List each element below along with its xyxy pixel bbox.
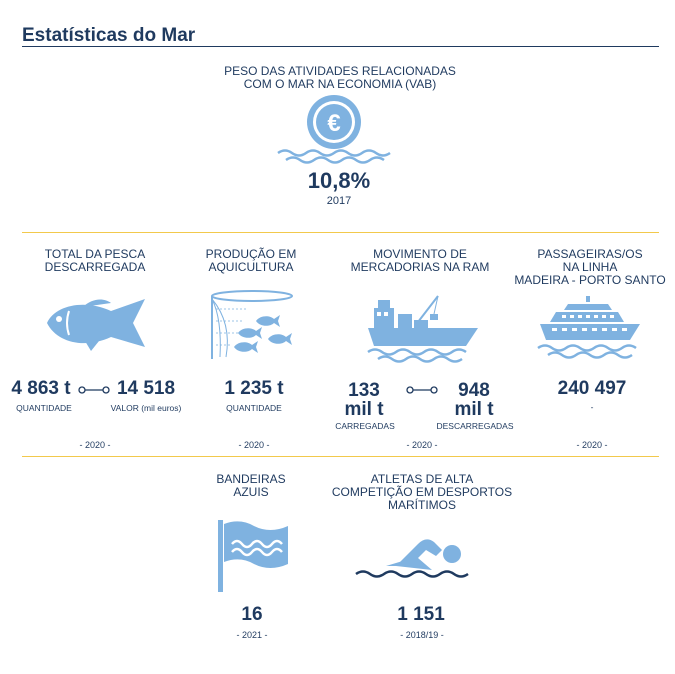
passageiros-value: 240 497: [557, 378, 627, 399]
aquicultura-label: PRODUÇÃO EM AQUICULTURA: [186, 248, 316, 274]
title-divider: [22, 46, 659, 47]
bandeiras-label: BANDEIRAS AZUIS: [196, 473, 306, 499]
atletas-label-line1: ATLETAS DE ALTA: [370, 472, 474, 486]
aquicultura-caption: QUANTIDADE: [226, 403, 282, 413]
mercadorias-label-line2: MERCADORIAS NA RAM: [350, 260, 490, 274]
connector-icon: [78, 386, 110, 394]
pesca-label-line2: DESCARREGADA: [44, 260, 146, 274]
atletas-label-line3: MARÍTIMOS: [388, 498, 456, 512]
pesca-label: TOTAL DA PESCA DESCARREGADA: [20, 248, 170, 274]
vab-year: 2017: [326, 195, 352, 207]
pesca-value-valor: 14 518: [116, 378, 176, 399]
aquicultura-year: - 2020 -: [238, 440, 270, 450]
mercadorias-value-descarregadas-line1: 948: [458, 380, 490, 401]
passageiros-label: PASSAGEIRAS/OS NA LINHA MADEIRA - PORTO …: [508, 248, 672, 287]
atletas-label-line2: COMPETIÇÃO EM DESPORTOS: [331, 485, 513, 499]
aquicultura-label-line2: AQUICULTURA: [208, 260, 294, 274]
pesca-year: - 2020 -: [79, 440, 111, 450]
pesca-caption-quantity: QUANTIDADE: [16, 403, 72, 413]
section-divider-1: [22, 232, 659, 233]
mercadorias-value-descarregadas-line2: mil t: [454, 399, 494, 420]
vab-label: PESO DAS ATIVIDADES RELACIONADAS COM O M…: [190, 65, 490, 91]
passageiros-year: - 2020 -: [576, 440, 608, 450]
blue-flag-icon: [218, 520, 288, 592]
fish-icon: [47, 299, 145, 351]
mercadorias-caption-carregadas: CARREGADAS: [335, 421, 395, 431]
mercadorias-value-descarregadas: 948 mil t: [444, 381, 504, 419]
aquicultura-value: 1 235 t: [224, 378, 284, 399]
passageiros-label-line1: PASSAGEIRAS/OS: [537, 247, 643, 261]
pesca-caption-valor: VALOR (mil euros): [110, 403, 182, 413]
section-divider-2: [22, 456, 659, 457]
vab-value: 10,8%: [307, 168, 371, 193]
mercadorias-label: MOVIMENTO DE MERCADORIAS NA RAM: [340, 248, 500, 274]
atletas-label: ATLETAS DE ALTA COMPETIÇÃO EM DESPORTOS …: [322, 473, 522, 512]
swimmer-icon: [355, 539, 469, 578]
passageiros-label-line3: MADEIRA - PORTO SANTO: [514, 273, 666, 287]
bandeiras-year: - 2021 -: [236, 630, 268, 640]
mercadorias-value-carregadas-line1: 133: [348, 380, 380, 401]
mercadorias-value-carregadas-line2: mil t: [344, 399, 384, 420]
mercadorias-caption-descarregadas: DESCARREGADAS: [436, 421, 514, 431]
pesca-value-quantity: 4 863 t: [11, 378, 71, 399]
atletas-value: 1 151: [397, 604, 445, 625]
svg-text:€: €: [327, 110, 340, 137]
ferry-icon: [537, 296, 640, 359]
bandeiras-label-line2: AZUIS: [233, 485, 269, 499]
mercadorias-year: - 2020 -: [406, 440, 438, 450]
mercadorias-label-line1: MOVIMENTO DE: [373, 247, 467, 261]
vab-label-line1: PESO DAS ATIVIDADES RELACIONADAS: [224, 64, 456, 78]
connector-icon: [406, 386, 438, 394]
mercadorias-value-carregadas: 133 mil t: [334, 381, 394, 419]
euro-coin-icon: €: [277, 95, 391, 164]
page-title: Estatísticas do Mar: [22, 25, 196, 46]
pesca-label-line1: TOTAL DA PESCA: [44, 247, 146, 261]
aquicultura-label-line1: PRODUÇÃO EM: [205, 247, 297, 261]
cargo-ship-icon: [367, 295, 478, 363]
fish-net-icon: [211, 290, 293, 359]
passageiros-label-line2: NA LINHA: [562, 260, 618, 274]
vab-label-line2: COM O MAR NA ECONOMIA (VAB): [243, 77, 437, 91]
passageiros-caption: -: [590, 402, 594, 412]
bandeiras-value: 16: [241, 604, 263, 625]
bandeiras-label-line1: BANDEIRAS: [216, 472, 286, 486]
atletas-year: - 2018/19 -: [400, 630, 444, 640]
